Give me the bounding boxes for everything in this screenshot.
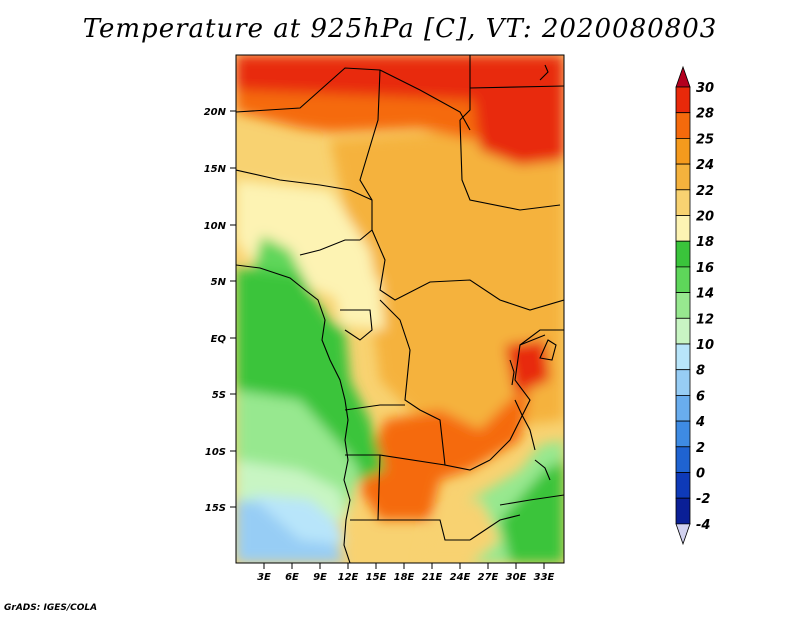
lon-tick-label: 15E <box>366 572 387 583</box>
colorbar-segment <box>675 472 691 499</box>
colorbar-segment <box>675 240 691 268</box>
colorbar-segment <box>675 189 691 216</box>
lon-tick-label: 3E <box>257 572 271 583</box>
colorbar-label: 20 <box>696 210 714 225</box>
colorbar-segment <box>675 86 691 114</box>
colorbar-segment <box>675 369 691 396</box>
colorbar-bottom-arrow <box>675 523 691 546</box>
colorbar-label: 12 <box>696 312 714 327</box>
country-borders <box>236 55 564 563</box>
colorbar-label: 4 <box>695 415 705 430</box>
colorbar-top-arrow <box>675 65 691 88</box>
lon-axis: 3E 6E 9E 12E 15E 18E 21E 24E 27E 30E 33E <box>257 563 555 583</box>
credit-text: GrADS: IGES/COLA <box>4 603 98 613</box>
colorbar-label: 30 <box>696 81 714 96</box>
lat-tick-label: 15N <box>204 164 227 175</box>
colorbar-segment <box>675 266 691 293</box>
colorbar-segment <box>675 163 691 191</box>
lon-tick-label: 27E <box>478 572 499 583</box>
colorbar-label: 14 <box>696 287 714 302</box>
map-frame <box>235 54 565 564</box>
lon-tick-label: 9E <box>313 572 327 583</box>
colorbar-label: 24 <box>696 158 714 173</box>
colorbar-label: 22 <box>696 184 714 199</box>
lat-tick-label: 15S <box>205 503 226 514</box>
lon-tick-label: 30E <box>506 572 527 583</box>
lon-tick-label: 6E <box>285 572 299 583</box>
lat-tick-label: EQ <box>211 334 227 345</box>
colorbar-segment <box>675 215 691 242</box>
lon-tick-label: 21E <box>422 572 443 583</box>
lon-tick-label: 18E <box>394 572 415 583</box>
colorbar-segment <box>675 394 691 422</box>
lat-tick-label: 5N <box>211 277 227 288</box>
lat-tick-label: 5S <box>212 390 226 401</box>
lon-tick-label: 12E <box>338 572 359 583</box>
colorbar-label: -4 <box>696 518 710 533</box>
lon-tick-label: 33E <box>534 572 555 583</box>
colorbar-label: 25 <box>696 132 714 147</box>
colorbar-segment <box>675 343 691 371</box>
colorbar-label: -2 <box>696 492 710 507</box>
colorbar-segment <box>675 112 691 139</box>
colorbar-segment <box>675 497 691 525</box>
colorbar-segment <box>675 292 691 319</box>
lat-tick-label: 10N <box>204 221 227 232</box>
lon-tick-label: 24E <box>450 572 471 583</box>
lat-tick-label: 20N <box>204 107 227 118</box>
colorbar-label: 2 <box>696 441 705 456</box>
colorbar-segment <box>675 317 691 345</box>
colorbar-segment <box>675 137 691 165</box>
colorbar-label: 0 <box>696 467 705 482</box>
lat-axis: 20N 15N 10N 5N EQ 5S 10S 15S <box>204 107 236 514</box>
colorbar-label: 18 <box>696 235 714 250</box>
colorbar-label: 16 <box>696 261 714 276</box>
colorbar-label: 10 <box>696 338 714 353</box>
colorbar-segment <box>675 446 691 473</box>
chart-title: Temperature at 925hPa [C], VT: 202008080… <box>82 14 718 44</box>
colorbar-label: 28 <box>696 107 714 122</box>
colorbar-segment <box>675 420 691 448</box>
colorbar-label: 6 <box>696 389 705 404</box>
temperature-field <box>236 55 564 563</box>
lat-tick-label: 10S <box>205 447 226 458</box>
colorbar-label: 8 <box>696 364 705 379</box>
